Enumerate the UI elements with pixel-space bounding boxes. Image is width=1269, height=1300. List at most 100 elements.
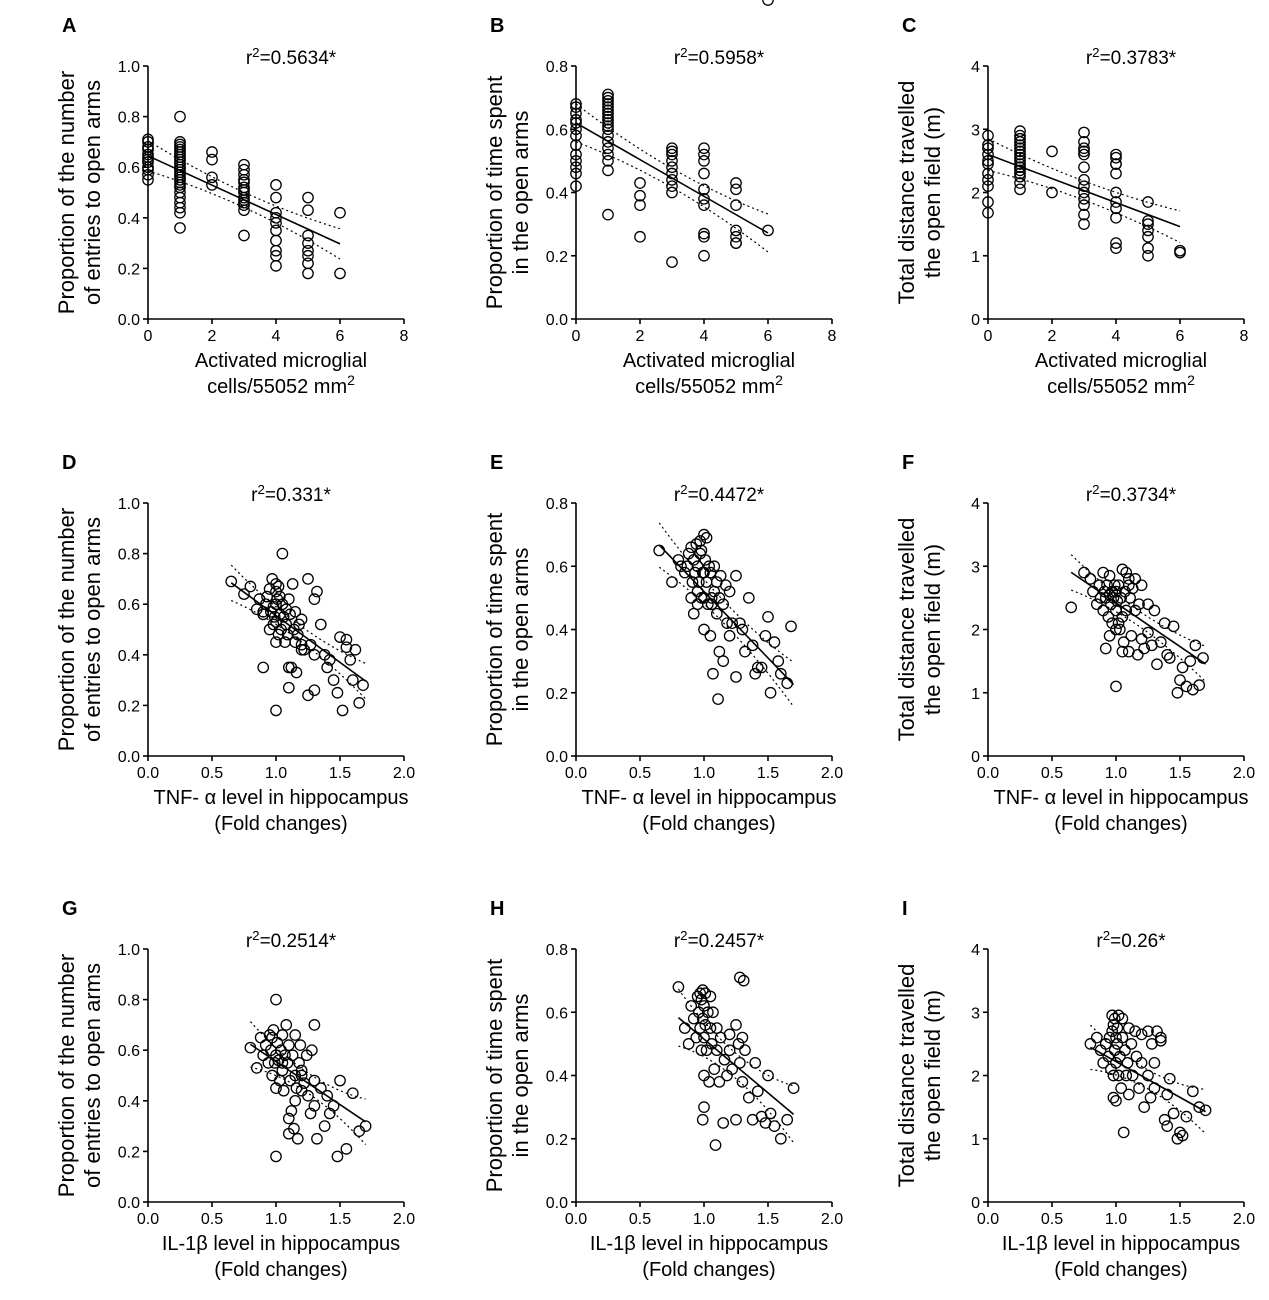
data-point <box>666 142 678 155</box>
data-point <box>982 180 994 193</box>
data-point <box>1125 629 1138 642</box>
data-point <box>1158 1113 1171 1126</box>
panel-letter: C <box>902 15 916 37</box>
y-axis-label: Proportion of the number <box>54 508 79 751</box>
x-tick-label: 0.5 <box>201 1211 223 1228</box>
y-axis-label: of entries to open arms <box>80 80 105 305</box>
y-tick-label: 1.0 <box>118 496 140 513</box>
data-point <box>1154 1031 1167 1044</box>
data-point <box>570 139 582 151</box>
data-point <box>1193 1101 1206 1113</box>
x-axis-label: IL-1β level in hippocampus <box>162 1233 400 1255</box>
data-point <box>704 1022 717 1034</box>
data-point <box>295 1069 308 1082</box>
y-tick-label: 1.0 <box>118 942 140 959</box>
data-point <box>751 1085 764 1098</box>
data-point <box>733 617 746 630</box>
data-point <box>749 1057 762 1069</box>
data-point <box>1097 566 1110 579</box>
data-point <box>1099 642 1112 655</box>
data-point <box>1174 674 1186 686</box>
data-point <box>1078 161 1090 174</box>
data-point <box>1189 639 1202 652</box>
x-axis-label: cells/55052 mm2 <box>207 372 355 398</box>
data-point <box>270 598 282 611</box>
data-point <box>602 148 614 161</box>
x-tick-label: 1.5 <box>1169 765 1191 782</box>
data-point <box>713 1075 726 1088</box>
y-tick-label: 1 <box>971 249 980 266</box>
x-tick-label: 4 <box>700 328 709 345</box>
data-point <box>708 560 721 573</box>
data-point <box>774 667 787 680</box>
data-point <box>1106 1009 1119 1022</box>
x-axis-label: (Fold changes) <box>642 813 775 835</box>
data-point <box>698 155 710 167</box>
data-point <box>340 633 353 646</box>
data-point <box>723 629 736 642</box>
data-point <box>730 177 742 189</box>
data-point <box>713 592 726 604</box>
data-point <box>174 222 186 234</box>
r-squared-annotation: r2=0.3734* <box>1086 482 1177 507</box>
y-axis-label: Proportion of the number <box>54 954 79 1197</box>
data-point <box>1163 652 1176 664</box>
data-point <box>602 101 614 113</box>
y-tick-label: 0.2 <box>546 1132 568 1149</box>
y-tick-label: 0.0 <box>118 312 140 329</box>
x-axis-label: TNF- α level in hippocampus <box>994 787 1249 809</box>
x-axis-label: Activated microglial <box>195 350 367 372</box>
y-tick-label: 0.4 <box>118 1094 140 1111</box>
data-point <box>282 593 295 605</box>
data-point <box>713 645 726 658</box>
x-axis-label: (Fold changes) <box>214 813 347 835</box>
data-point <box>1161 1088 1174 1101</box>
panel-c: Cr2=0.3783* 0 1 2 3 4 0 2 4 6 8 Total distance trav… <box>894 15 1249 398</box>
data-point <box>1102 1050 1115 1063</box>
data-point <box>321 661 334 674</box>
y-tick-label: 2 <box>971 623 980 640</box>
data-point <box>764 1107 777 1120</box>
data-point <box>318 1120 331 1132</box>
data-point <box>1078 174 1090 186</box>
data-point <box>295 613 308 626</box>
data-point <box>308 1074 321 1087</box>
data-point <box>1084 573 1097 585</box>
y-tick-label: 0 <box>971 1195 980 1212</box>
x-tick-label: 0.0 <box>565 1211 587 1228</box>
data-point <box>694 987 707 1000</box>
confidence-band-lower <box>250 1066 367 1145</box>
data-point <box>1110 242 1122 255</box>
data-point <box>1014 139 1026 151</box>
data-point <box>346 674 359 686</box>
data-point <box>1116 1012 1129 1025</box>
data-point <box>294 1039 307 1051</box>
x-tick-label: 8 <box>400 328 409 345</box>
data-point <box>1142 1069 1154 1082</box>
regression-line <box>249 1043 367 1123</box>
data-point <box>1014 161 1026 174</box>
data-point <box>336 704 349 717</box>
data-point <box>602 113 614 126</box>
data-point <box>746 639 759 652</box>
data-point <box>1014 158 1026 170</box>
confidence-band-upper <box>658 522 794 663</box>
data-point <box>206 153 218 166</box>
y-tick-label: 0.6 <box>546 1005 568 1022</box>
y-tick-label: 0.0 <box>118 1195 140 1212</box>
data-point <box>1103 588 1116 601</box>
data-point <box>678 1022 691 1034</box>
data-point <box>1110 680 1122 693</box>
data-point <box>1103 629 1116 642</box>
data-point <box>286 578 299 590</box>
panel-letter: D <box>62 452 76 474</box>
data-point <box>1131 648 1144 661</box>
y-tick-label: 0.6 <box>118 1043 140 1060</box>
data-point <box>286 1049 299 1062</box>
data-point <box>308 648 321 661</box>
data-point <box>1107 592 1120 604</box>
data-point <box>295 643 308 656</box>
data-point <box>602 136 614 148</box>
data-point <box>732 1038 745 1050</box>
data-point <box>357 679 369 692</box>
